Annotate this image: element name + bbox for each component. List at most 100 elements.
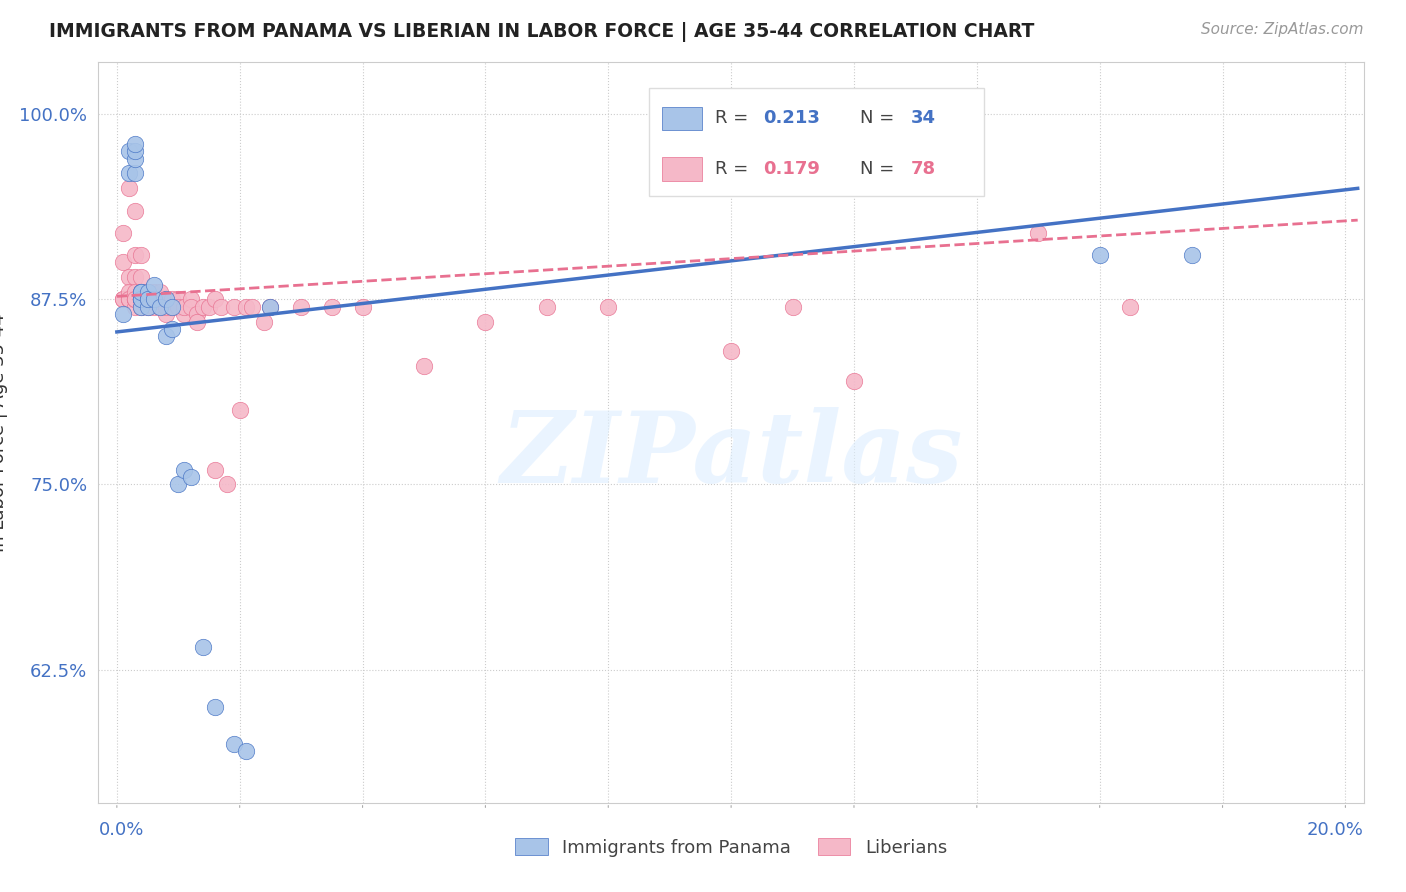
Point bbox=[118, 293, 141, 307]
Point bbox=[149, 285, 172, 299]
Point bbox=[136, 293, 159, 307]
Y-axis label: In Labor Force | Age 35-44: In Labor Force | Age 35-44 bbox=[0, 313, 8, 552]
Text: ZIPatlas: ZIPatlas bbox=[501, 407, 962, 503]
Point bbox=[1088, 248, 1111, 262]
Point bbox=[118, 181, 141, 195]
Text: 0.179: 0.179 bbox=[762, 160, 820, 178]
Point bbox=[118, 270, 141, 285]
Point bbox=[321, 300, 343, 314]
Point bbox=[173, 307, 195, 321]
Point bbox=[118, 166, 141, 180]
Point bbox=[155, 300, 177, 314]
Point bbox=[413, 359, 436, 373]
Point bbox=[124, 152, 146, 166]
Point bbox=[259, 300, 281, 314]
Point bbox=[131, 293, 153, 307]
Point bbox=[136, 285, 159, 299]
Point bbox=[131, 293, 153, 307]
Point bbox=[160, 300, 183, 314]
Point bbox=[240, 300, 263, 314]
Point bbox=[204, 699, 226, 714]
Point bbox=[118, 293, 141, 307]
Point bbox=[186, 307, 208, 321]
Point bbox=[142, 293, 165, 307]
Point bbox=[142, 300, 165, 314]
Point bbox=[149, 300, 172, 314]
Point bbox=[253, 314, 276, 328]
Text: R =: R = bbox=[714, 110, 754, 128]
Point bbox=[160, 322, 183, 336]
Point bbox=[160, 300, 183, 314]
Point bbox=[118, 293, 141, 307]
Point bbox=[131, 293, 153, 307]
Point bbox=[720, 344, 742, 359]
Point bbox=[142, 291, 165, 305]
Point bbox=[111, 293, 134, 307]
Point bbox=[155, 329, 177, 343]
Text: 0.0%: 0.0% bbox=[98, 821, 143, 838]
Point bbox=[142, 285, 165, 299]
Point bbox=[111, 307, 134, 321]
Point bbox=[124, 136, 146, 151]
Point bbox=[124, 293, 146, 307]
Point bbox=[235, 300, 257, 314]
Point bbox=[217, 477, 239, 491]
Text: R =: R = bbox=[714, 160, 754, 178]
Text: Source: ZipAtlas.com: Source: ZipAtlas.com bbox=[1201, 22, 1364, 37]
FancyBboxPatch shape bbox=[661, 106, 702, 130]
Point bbox=[136, 293, 159, 307]
Point bbox=[124, 145, 146, 159]
Point bbox=[131, 300, 153, 314]
Point bbox=[173, 462, 195, 476]
Point bbox=[131, 293, 153, 307]
Legend: Immigrants from Panama, Liberians: Immigrants from Panama, Liberians bbox=[515, 838, 948, 856]
Text: 0.213: 0.213 bbox=[762, 110, 820, 128]
Point bbox=[111, 226, 134, 240]
Point bbox=[131, 248, 153, 262]
Point bbox=[155, 293, 177, 307]
Point bbox=[131, 270, 153, 285]
Point bbox=[1119, 300, 1142, 314]
Point bbox=[149, 300, 172, 314]
Point bbox=[131, 293, 153, 307]
Point bbox=[186, 314, 208, 328]
Point bbox=[136, 293, 159, 307]
Point bbox=[160, 293, 183, 307]
Point bbox=[131, 293, 153, 307]
Point bbox=[124, 293, 146, 307]
Point bbox=[124, 270, 146, 285]
Point bbox=[155, 293, 177, 307]
Point bbox=[111, 255, 134, 269]
Point bbox=[124, 285, 146, 299]
Point bbox=[204, 462, 226, 476]
Text: N =: N = bbox=[860, 160, 900, 178]
Point bbox=[167, 477, 190, 491]
Point bbox=[259, 300, 281, 314]
Point bbox=[1181, 248, 1204, 262]
Point bbox=[118, 285, 141, 299]
FancyBboxPatch shape bbox=[661, 157, 702, 181]
Text: 34: 34 bbox=[911, 110, 936, 128]
Point bbox=[191, 640, 214, 655]
Point bbox=[180, 470, 202, 484]
Point bbox=[191, 300, 214, 314]
Point bbox=[209, 300, 232, 314]
Point bbox=[142, 293, 165, 307]
Point bbox=[136, 300, 159, 314]
Text: IMMIGRANTS FROM PANAMA VS LIBERIAN IN LABOR FORCE | AGE 35-44 CORRELATION CHART: IMMIGRANTS FROM PANAMA VS LIBERIAN IN LA… bbox=[49, 22, 1035, 42]
Point bbox=[598, 300, 620, 314]
Text: N =: N = bbox=[860, 110, 900, 128]
Point bbox=[198, 300, 221, 314]
Point bbox=[290, 300, 312, 314]
Point bbox=[352, 300, 374, 314]
Point bbox=[842, 374, 865, 388]
Point bbox=[131, 285, 153, 299]
Point bbox=[155, 307, 177, 321]
Point bbox=[118, 145, 141, 159]
Point bbox=[536, 300, 558, 314]
Point bbox=[222, 737, 245, 751]
Point bbox=[136, 293, 159, 307]
FancyBboxPatch shape bbox=[648, 88, 984, 195]
Point bbox=[180, 300, 202, 314]
Point bbox=[204, 293, 226, 307]
